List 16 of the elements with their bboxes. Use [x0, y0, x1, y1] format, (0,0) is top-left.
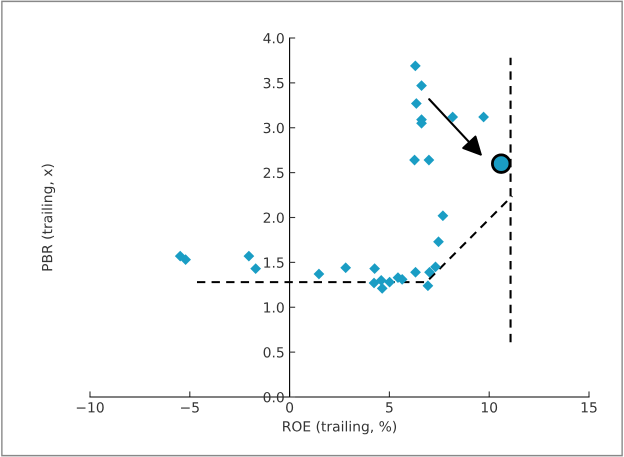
x-tick-label: 10 — [482, 402, 498, 413]
y-tick-label: 3.5 — [264, 78, 284, 88]
y-tick-label: 1.5 — [264, 258, 284, 268]
x-tick-label: 5 — [386, 402, 393, 413]
y-tick-label: 0.5 — [264, 347, 284, 358]
y-tick-label: 4.0 — [263, 32, 284, 44]
x-tick-label: 15 — [582, 402, 597, 413]
y-tick-label: 2.0 — [264, 212, 284, 223]
y-tick-label: 3.0 — [264, 122, 284, 134]
y-tick-label: 1.0 — [264, 302, 284, 313]
x-tick-label: −10 — [76, 402, 104, 413]
y-axis-title: PBR (trailing, x) — [42, 164, 56, 270]
x-tick-label: 0 — [286, 402, 294, 413]
y-tick-label: 2.5 — [264, 168, 284, 178]
x-axis-title: ROE (trailing, %) — [283, 420, 396, 434]
x-tick-label: −5 — [181, 402, 199, 413]
